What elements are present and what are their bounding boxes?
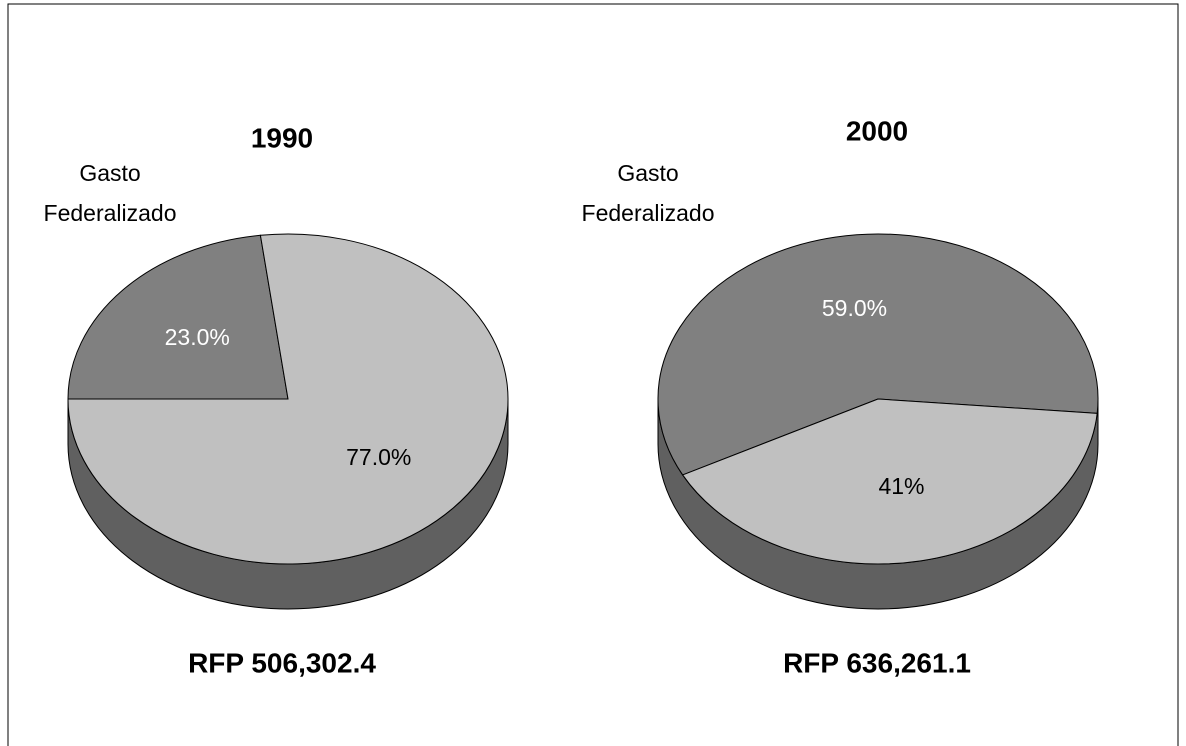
value-label: 41% xyxy=(878,473,924,499)
pie-slice xyxy=(67,233,509,565)
frame xyxy=(7,3,1179,746)
value-label: 77.0% xyxy=(346,444,411,470)
slice-label-line: Federalizado xyxy=(44,200,177,226)
pie-slice xyxy=(67,234,289,400)
chart-subtitle: RFP 506,302.4 xyxy=(188,647,376,678)
slice-label-line: Gasto xyxy=(617,160,678,186)
slice-label-line: Federalizado xyxy=(582,200,715,226)
slice-label-line: Gasto xyxy=(79,160,140,186)
chart-title: 2000 xyxy=(846,115,908,146)
chart-title: 1990 xyxy=(251,122,313,153)
chart-subtitle: RFP 636,261.1 xyxy=(783,647,971,678)
value-label: 59.0% xyxy=(822,295,887,321)
pie-slice xyxy=(657,233,1099,476)
slice-label: Gasto Federalizado xyxy=(582,160,715,226)
pie-slice xyxy=(681,398,1098,565)
value-label: 23.0% xyxy=(165,324,230,350)
slice-label: Gasto Federalizado xyxy=(44,160,177,226)
